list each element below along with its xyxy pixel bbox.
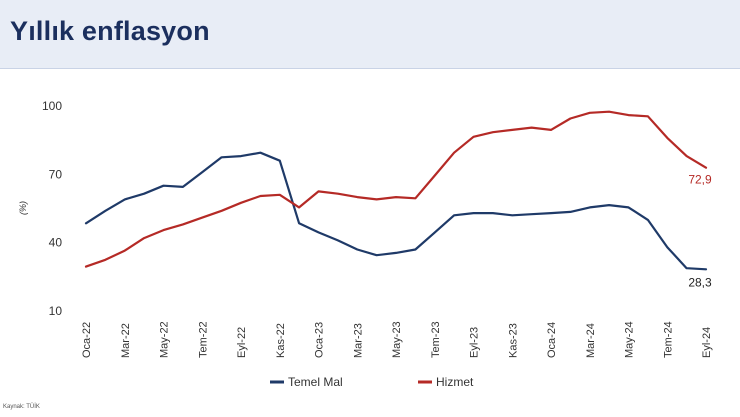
y-tick-label: 100 — [42, 99, 62, 113]
x-tick-label: Kas-23 — [507, 323, 519, 358]
slide-title: Yıllık enflasyon — [10, 16, 210, 46]
x-tick-label: Tem-23 — [430, 321, 442, 358]
data-labels: 28,3 72,9 — [688, 173, 712, 290]
y-tick-label: 10 — [49, 304, 63, 318]
x-tick-label: May-22 — [159, 321, 171, 358]
source-note: Kaynak: TÜİK — [3, 404, 40, 410]
x-tick-label: Eyl-23 — [469, 327, 481, 358]
x-tick-label: Oca-24 — [546, 322, 558, 358]
title-bar: Yıllık enflasyon — [0, 0, 740, 69]
legend-label: Hizmet — [436, 375, 474, 389]
legend-label: Temel Mal — [288, 375, 343, 389]
x-tick-label: May-23 — [391, 321, 403, 358]
series-lines — [84, 110, 708, 271]
series-line-temel-mal — [84, 151, 708, 271]
y-tick-label: 40 — [49, 236, 63, 250]
x-tick-label: Eyl-24 — [701, 327, 713, 358]
x-tick-label: Mar-24 — [585, 323, 597, 358]
x-tick-label: Mar-23 — [352, 323, 364, 358]
x-tick-label: Tem-22 — [197, 321, 209, 358]
x-tick-label: Oca-22 — [81, 322, 93, 358]
legend: Temel Mal Hizmet — [270, 375, 474, 389]
end-value-label: 28,3 — [688, 275, 712, 289]
x-tick-label: May-24 — [624, 321, 636, 358]
y-tick-label: 70 — [49, 167, 63, 181]
x-tick-label: Kas-22 — [275, 323, 287, 358]
x-tick-label: Eyl-22 — [236, 327, 248, 358]
x-tick-label: Oca-23 — [314, 322, 326, 358]
y-axis-title: (%) — [18, 201, 28, 215]
x-tick-label: Tem-24 — [662, 321, 674, 358]
x-tick-label: Mar-22 — [120, 323, 132, 358]
axes: 10 40 70 100 (%) Oca-22 Mar-22 May-22 Tem-22 Eyl-… — [18, 99, 713, 358]
end-value-label: 72,9 — [688, 173, 712, 187]
series-line-hizmet — [84, 110, 708, 268]
line-chart: 10 40 70 100 (%) Oca-22 Mar-22 May-22 Tem-22 Eyl-… — [18, 99, 713, 389]
